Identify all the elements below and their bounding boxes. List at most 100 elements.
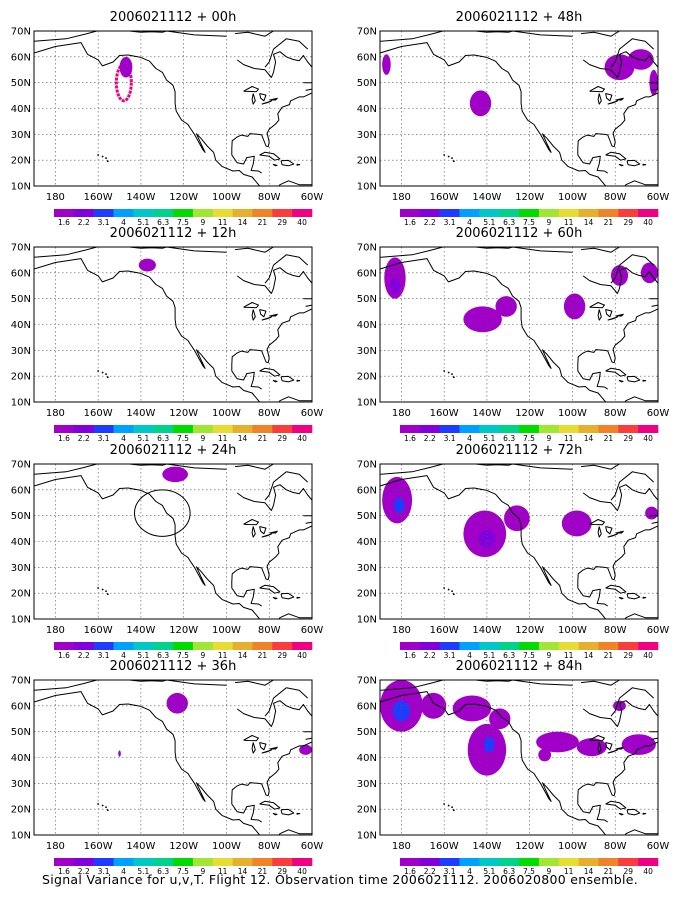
colorbar-swatch: [578, 858, 599, 866]
variance-blob: [119, 56, 133, 78]
lon-tick-label: 100W: [212, 841, 241, 852]
coastline: [610, 38, 655, 68]
figure-caption: Signal Variance for u,v,T. Flight 12. Ob…: [42, 872, 638, 887]
colorbar-swatch: [638, 425, 659, 433]
island-dot: [97, 370, 100, 372]
lake-outline: [243, 302, 259, 309]
colorbar-label: 3.1: [444, 218, 456, 227]
variance-blob: [463, 306, 502, 333]
colorbar-swatch: [192, 425, 214, 433]
colorbar-swatch: [618, 642, 639, 650]
island-dot: [451, 157, 453, 160]
lon-tick-label: 80W: [604, 408, 627, 419]
lon-tick-label: 120W: [169, 841, 198, 852]
coastline: [580, 247, 620, 253]
colorbar-swatch: [232, 209, 253, 217]
colorbar: 1.6 2.2 3.1 4 5.1 6.3 7.5 9 11 14 21 29 40: [54, 858, 313, 876]
lake-outline: [243, 519, 259, 526]
colorbar-label: 14: [238, 434, 248, 443]
coastline: [259, 800, 281, 810]
coastline: [580, 680, 620, 686]
coastline: [610, 254, 655, 284]
lat-tick-label: 70N: [357, 460, 377, 471]
coastline: [577, 308, 658, 390]
colorbar-label: 4: [467, 867, 472, 876]
lat-tick-label: 70N: [357, 676, 377, 687]
island-dot: [106, 593, 109, 596]
colorbar-swatch: [153, 642, 174, 650]
plot-frame: [379, 30, 659, 187]
map-panel: 2006021112 + 60h 70N 60N 50N 40N 30N 20N 10N 180…: [357, 226, 670, 443]
colorbar-swatch: [232, 642, 253, 650]
colorbar-label: 1.6: [404, 651, 416, 660]
panel-title: 2006021112 + 24h: [110, 443, 237, 458]
lat-tick-label: 40N: [11, 537, 31, 548]
island-dot: [106, 809, 109, 812]
colorbar-label: 40: [643, 434, 653, 443]
island-dot: [105, 157, 107, 160]
coastline: [580, 464, 620, 470]
lat-tick-label: 50N: [11, 78, 31, 89]
panel-title: 2006021112 + 00h: [110, 10, 237, 25]
lake-outline: [259, 93, 267, 102]
colorbar-label: 5.1: [483, 218, 495, 227]
lat-tick-label: 70N: [11, 27, 31, 38]
colorbar-swatch: [232, 425, 253, 433]
lake-outline: [269, 746, 278, 750]
colorbar-label: 1.6: [404, 434, 416, 443]
coastline: [605, 584, 627, 594]
colorbar-swatch: [54, 209, 75, 217]
lon-tick-label: 80W: [258, 192, 281, 203]
lon-tick-label: 80W: [604, 841, 627, 852]
variance-blob: [495, 296, 517, 317]
colorbar-swatch: [153, 209, 174, 217]
variance-blob: [162, 466, 188, 483]
colorbar-label: 9: [546, 434, 551, 443]
colorbar-swatch: [499, 425, 520, 433]
colorbar-label: 3.1: [444, 867, 456, 876]
lon-tick-label: 140W: [126, 841, 155, 852]
lake-outline: [251, 742, 256, 754]
lake-outline: [269, 97, 278, 101]
lake-outline: [589, 519, 605, 526]
coastline: [626, 375, 641, 383]
lake-outline: [615, 746, 624, 750]
lat-tick-label: 70N: [357, 27, 377, 38]
colorbar-label: 1.6: [404, 218, 416, 227]
lon-tick-label: 60W: [301, 841, 324, 852]
coastline: [303, 515, 312, 524]
coastline: [231, 92, 312, 174]
colorbar-swatch: [133, 858, 154, 866]
lat-tick-label: 50N: [357, 78, 377, 89]
colorbar-swatch: [558, 209, 579, 217]
colorbar-swatch: [173, 642, 194, 650]
lake-outline: [615, 97, 624, 101]
variance-blob: [469, 90, 492, 117]
lon-tick-label: 180: [46, 625, 65, 636]
coastline: [34, 42, 312, 186]
lake-outline: [607, 533, 618, 538]
colorbar-label: 1.6: [58, 218, 70, 227]
map-area: [34, 680, 312, 835]
island-dot: [106, 160, 109, 163]
colorbar-label: 11: [564, 867, 574, 876]
colorbar-label: 40: [297, 434, 307, 443]
plot-frame: [33, 679, 313, 836]
lat-tick-label: 20N: [357, 156, 377, 167]
lake-outline: [259, 526, 267, 535]
lake-outline: [607, 749, 618, 754]
colorbar: 1.6 2.2 3.1 4 5.1 6.3 7.5 9 11 14 21 29 40: [400, 425, 659, 443]
colorbar-label: 40: [297, 867, 307, 876]
coastline: [380, 247, 573, 258]
colorbar-swatch: [212, 209, 233, 217]
colorbar-label: 2.2: [78, 434, 90, 443]
colorbar-swatch: [54, 425, 75, 433]
colorbar-swatch: [113, 425, 134, 433]
lon-tick-label: 100W: [558, 192, 587, 203]
island-dot: [451, 806, 453, 808]
colorbar-label: 2.2: [424, 867, 436, 876]
lat-tick-label: 10N: [11, 182, 31, 193]
lat-tick-label: 10N: [357, 615, 377, 626]
colorbar-label: 6.3: [157, 434, 169, 443]
colorbar-label: 6.3: [157, 867, 169, 876]
